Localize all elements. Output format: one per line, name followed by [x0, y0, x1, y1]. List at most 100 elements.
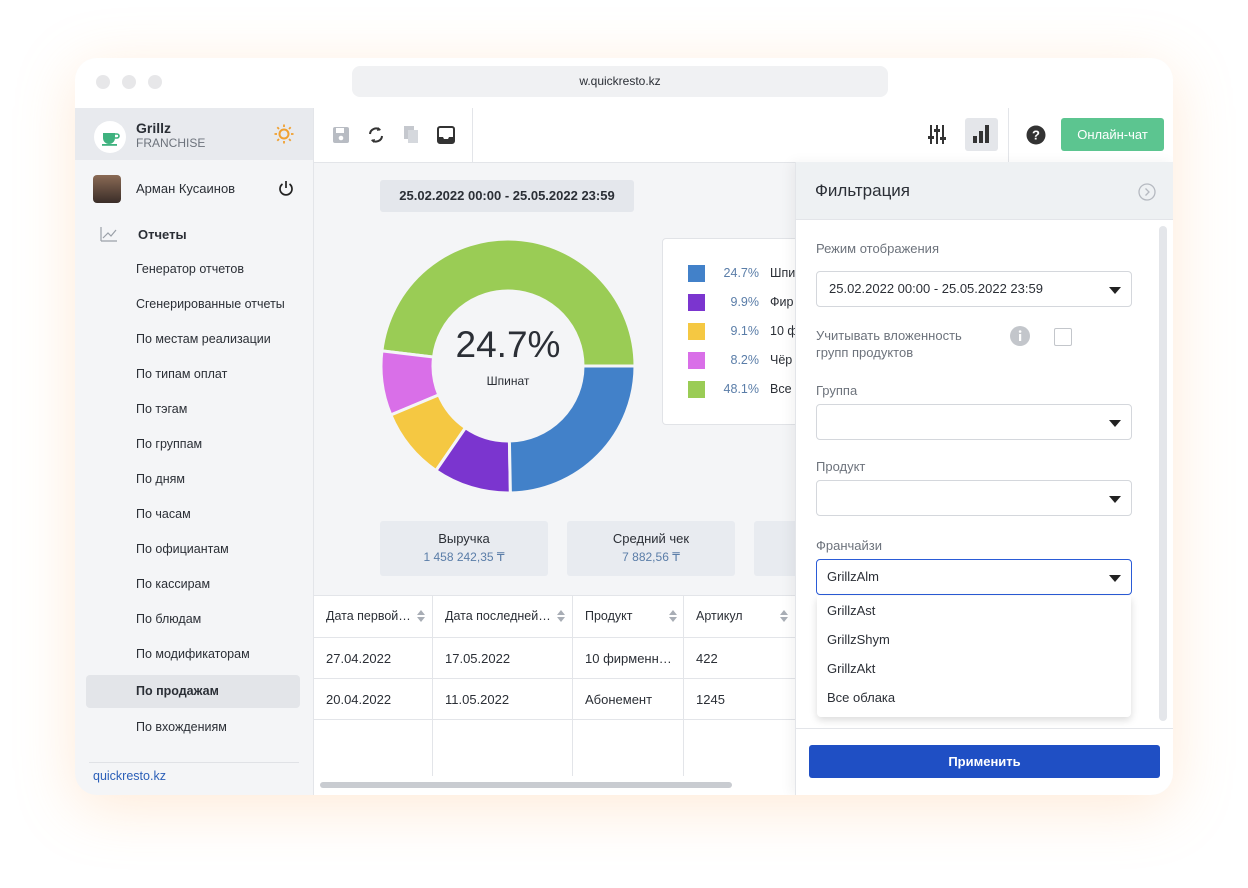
field-label: Учитывать вложенность групп продуктов	[816, 328, 962, 360]
menu-item[interactable]: По тэгам	[136, 402, 188, 416]
product-select[interactable]	[816, 480, 1132, 516]
sort-icon[interactable]	[780, 610, 788, 622]
table-cell: Абонемент	[573, 678, 684, 719]
section-title: Отчеты	[138, 227, 187, 242]
metric-title: Выручка	[438, 531, 490, 546]
column-header[interactable]: Артикул	[684, 595, 795, 637]
settings-button[interactable]	[928, 125, 946, 144]
menu-item[interactable]: По местам реализации	[136, 332, 271, 346]
sort-icon[interactable]	[669, 610, 677, 622]
divider	[89, 762, 299, 763]
filter-title: Фильтрация	[815, 181, 911, 200]
apply-button[interactable]: Применить	[809, 745, 1160, 778]
brand-sub: FRANCHISE	[136, 136, 206, 150]
table-cell	[433, 719, 573, 776]
donut-segment[interactable]	[380, 237, 637, 368]
table-cell	[684, 719, 795, 776]
copy-button[interactable]	[403, 125, 419, 145]
menu-item[interactable]: По кассирам	[136, 577, 211, 591]
footer-link[interactable]: quickresto.kz	[93, 769, 166, 783]
sort-icon[interactable]	[417, 610, 425, 622]
menu-item[interactable]: По официантам	[136, 542, 229, 556]
inbox-button[interactable]	[437, 126, 455, 144]
legend-swatch[interactable]	[688, 323, 705, 340]
help-button[interactable]: ?	[1026, 125, 1046, 145]
center-value: 24.7%	[456, 324, 561, 365]
menu-item[interactable]: Сгенерированные отчеты	[136, 297, 285, 311]
table-cell: 20.04.2022	[314, 678, 433, 719]
legend-label: Шпи	[770, 266, 796, 280]
legend-swatch[interactable]	[688, 294, 705, 311]
donut-segment[interactable]	[507, 364, 637, 495]
divider	[313, 108, 314, 795]
legend-value: 48.1%	[723, 382, 759, 396]
metric-value: 7 882,56 ₸	[622, 550, 680, 564]
table-cell	[573, 719, 684, 776]
window-dot[interactable]	[148, 75, 162, 89]
header-text: Продукт	[585, 609, 633, 623]
legend-swatch[interactable]	[688, 265, 705, 282]
window-dot[interactable]	[122, 75, 136, 89]
column-header[interactable]: Продукт	[573, 595, 684, 637]
table-cell: 422	[684, 637, 795, 678]
menu-item[interactable]: По вхождениям	[136, 720, 227, 734]
group-select[interactable]	[816, 404, 1132, 440]
mode-select[interactable]: 25.02.2022 00:00 - 25.05.2022 23:59	[816, 271, 1132, 307]
donut-segment[interactable]	[433, 425, 512, 495]
franchise-select[interactable]: GrillzAlm	[816, 559, 1132, 595]
field-label: Режим отображения	[816, 241, 939, 256]
menu-item[interactable]: По группам	[136, 437, 203, 451]
collapse-button[interactable]	[1138, 183, 1156, 201]
menu-item[interactable]: По часам	[136, 507, 191, 521]
metric-value: 1 458 242,35 ₸	[423, 550, 505, 564]
column-header[interactable]: Дата последней…	[433, 595, 573, 637]
donut-segment[interactable]	[388, 392, 468, 473]
filter-header	[796, 162, 1173, 220]
h-scrollbar[interactable]	[320, 782, 732, 788]
select-value: GrillzAlm	[827, 569, 879, 584]
save-button[interactable]	[332, 126, 350, 144]
url-bar[interactable]: w.quickresto.kz	[352, 66, 888, 97]
legend-value: 9.9%	[730, 295, 760, 309]
menu-item[interactable]: Генератор отчетов	[136, 262, 244, 276]
theme-toggle[interactable]	[274, 124, 294, 144]
dropdown-option[interactable]: Все облака	[827, 690, 896, 705]
refresh-button[interactable]	[367, 125, 385, 145]
table-cell: 11.05.2022	[433, 678, 573, 719]
menu-item[interactable]: По дням	[136, 472, 185, 486]
legend-label: Все	[770, 382, 792, 396]
nesting-checkbox[interactable]	[1054, 328, 1072, 346]
menu-item[interactable]: По типам оплат	[136, 367, 228, 381]
field-label: Группа	[816, 383, 858, 398]
info-icon[interactable]	[1010, 326, 1030, 346]
donut-segment[interactable]	[379, 349, 441, 417]
dropdown-option[interactable]: GrillzShym	[827, 632, 890, 647]
legend-label: 10 ф	[770, 324, 798, 338]
legend-swatch[interactable]	[688, 352, 705, 369]
divider	[1008, 108, 1009, 162]
chat-button[interactable]: Онлайн-чат	[1061, 118, 1164, 151]
user-name: Арман Кусаинов	[136, 181, 236, 196]
metric-card: Средний чек 7 882,56 ₸	[567, 521, 735, 576]
sort-icon[interactable]	[557, 610, 565, 622]
dropdown-option[interactable]: GrillzAst	[827, 603, 876, 618]
legend-label: Фир	[770, 295, 794, 309]
menu-item[interactable]: По модификаторам	[136, 647, 250, 661]
menu-item[interactable]: По блюдам	[136, 612, 202, 626]
center-label: Шпинат	[487, 374, 530, 388]
window-dot[interactable]	[96, 75, 110, 89]
browser-window: w.quickresto.kz Grillz FRANCHISE Арман К…	[75, 58, 1173, 795]
metric-title: Средний чек	[612, 531, 690, 546]
menu-item-active[interactable]: По продажам	[136, 684, 219, 698]
chart-view-icon	[973, 125, 989, 143]
v-scrollbar[interactable]	[1159, 226, 1167, 721]
logout-button[interactable]	[278, 180, 294, 196]
legend-label: Чёр	[770, 353, 793, 367]
legend-swatch[interactable]	[688, 381, 705, 398]
table-cell: 10 фирменн…	[573, 637, 684, 678]
dropdown-list: GrillzAst GrillzShym GrillzAkt Все облак…	[817, 596, 1131, 717]
dropdown-option[interactable]: GrillzAkt	[827, 661, 876, 676]
period-label: 25.02.2022 00:00 - 25.05.2022 23:59	[380, 180, 634, 212]
column-header[interactable]: Дата первой…	[314, 595, 433, 637]
